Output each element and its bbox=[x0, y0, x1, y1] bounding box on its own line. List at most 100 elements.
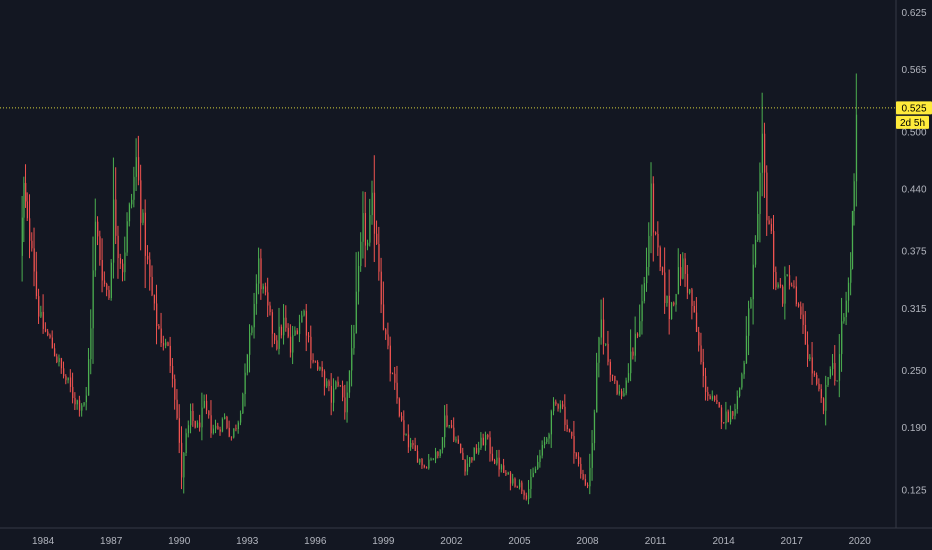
candle-body bbox=[335, 381, 337, 389]
y-tick-label: 0.500 bbox=[901, 127, 926, 138]
candle-body bbox=[544, 442, 546, 446]
candle-body bbox=[129, 204, 131, 222]
candle-body bbox=[38, 296, 40, 317]
candle-body bbox=[369, 215, 371, 243]
candle-body bbox=[510, 472, 512, 484]
candle-body bbox=[737, 396, 739, 410]
candle-body bbox=[637, 333, 639, 337]
candle-body bbox=[473, 448, 475, 461]
candle-body bbox=[600, 319, 602, 338]
candle-body bbox=[439, 449, 441, 456]
candle-body bbox=[108, 289, 110, 298]
candle-body bbox=[49, 335, 51, 338]
x-tick-label: 1999 bbox=[372, 536, 395, 547]
candle-body bbox=[548, 434, 550, 439]
candle-body bbox=[389, 345, 391, 374]
candle-body bbox=[514, 478, 516, 487]
candle-body bbox=[301, 315, 303, 323]
current-price-label: 0.525 bbox=[901, 103, 926, 114]
candle-body bbox=[702, 361, 704, 376]
candle-body bbox=[154, 294, 156, 304]
candle-body bbox=[131, 199, 133, 205]
candle-body bbox=[79, 400, 81, 411]
candle-body bbox=[489, 437, 491, 454]
candle-body bbox=[761, 133, 763, 173]
candle-body bbox=[789, 275, 791, 286]
y-tick-label: 0.625 bbox=[901, 8, 926, 19]
candle-body bbox=[798, 303, 800, 307]
candle-body bbox=[396, 382, 398, 399]
current-price-badge-bg bbox=[896, 101, 932, 115]
candle-body bbox=[566, 424, 568, 430]
candle-body bbox=[88, 359, 90, 396]
candle-body bbox=[25, 183, 27, 202]
candle-body bbox=[535, 469, 537, 473]
candle-body bbox=[827, 377, 829, 386]
candle-body bbox=[144, 212, 146, 256]
candle-body bbox=[675, 294, 677, 305]
price-axis[interactable]: 0.125 0.190 0.250 0.315 0.375 0.440 0.500 0.565… bbox=[901, 8, 926, 496]
candle-body bbox=[671, 302, 673, 320]
candle-body bbox=[219, 429, 221, 432]
candle-body bbox=[29, 218, 31, 241]
candle-body bbox=[856, 114, 858, 182]
candle-body bbox=[464, 459, 466, 472]
candle-body bbox=[58, 358, 60, 363]
current-price-badge: 0.525 bbox=[896, 101, 932, 115]
candle-body bbox=[596, 362, 598, 413]
candle-body bbox=[274, 333, 276, 341]
candle-body bbox=[72, 386, 74, 399]
candle-body bbox=[435, 451, 437, 459]
candle-body bbox=[42, 311, 44, 329]
candle-body bbox=[773, 231, 775, 273]
candle-body bbox=[165, 342, 167, 346]
candle-body bbox=[213, 428, 215, 434]
candle-body bbox=[791, 285, 793, 287]
candle-body bbox=[523, 491, 525, 496]
candle-body bbox=[771, 224, 773, 232]
candle-body bbox=[496, 457, 498, 464]
candle-body bbox=[648, 235, 650, 267]
candle-body bbox=[122, 263, 124, 273]
candle-body bbox=[802, 314, 804, 325]
candle-body bbox=[61, 358, 63, 369]
candle-body bbox=[684, 258, 686, 274]
x-tick-label: 2008 bbox=[576, 536, 599, 547]
candle-body bbox=[376, 233, 378, 245]
candle-body bbox=[194, 420, 196, 428]
candle-body bbox=[462, 452, 464, 460]
candles-layer bbox=[21, 73, 858, 505]
candle-body bbox=[585, 479, 587, 485]
candle-body bbox=[21, 217, 23, 256]
candle-body bbox=[67, 377, 69, 381]
candle-body bbox=[598, 337, 600, 363]
candle-body bbox=[668, 295, 670, 320]
candle-body bbox=[256, 283, 258, 304]
candle-body bbox=[99, 236, 101, 260]
candle-body bbox=[410, 443, 412, 448]
candle-body bbox=[641, 301, 643, 322]
candle-body bbox=[296, 330, 298, 335]
time-axis[interactable]: 1984 1987 1990 1993 1996 1999 2002 2005 2008 2011… bbox=[32, 536, 871, 547]
y-tick-label: 0.440 bbox=[901, 185, 926, 196]
candle-body bbox=[210, 415, 212, 434]
candle-body bbox=[848, 282, 850, 301]
candle-body bbox=[492, 453, 494, 461]
candle-body bbox=[258, 258, 260, 284]
candle-body bbox=[621, 391, 623, 397]
candle-body bbox=[507, 472, 509, 475]
candle-body bbox=[321, 367, 323, 372]
candle-body bbox=[81, 405, 83, 411]
candle-body bbox=[353, 333, 355, 349]
candle-body bbox=[113, 199, 115, 263]
candle-body bbox=[850, 268, 852, 283]
candle-body bbox=[181, 442, 183, 478]
candle-body bbox=[319, 367, 321, 370]
candle-body bbox=[628, 373, 630, 381]
candle-body bbox=[580, 463, 582, 474]
candle-body bbox=[614, 375, 616, 382]
countdown-label: 2d 5h bbox=[900, 118, 925, 129]
candle-body bbox=[793, 286, 795, 288]
candle-body bbox=[156, 303, 158, 327]
